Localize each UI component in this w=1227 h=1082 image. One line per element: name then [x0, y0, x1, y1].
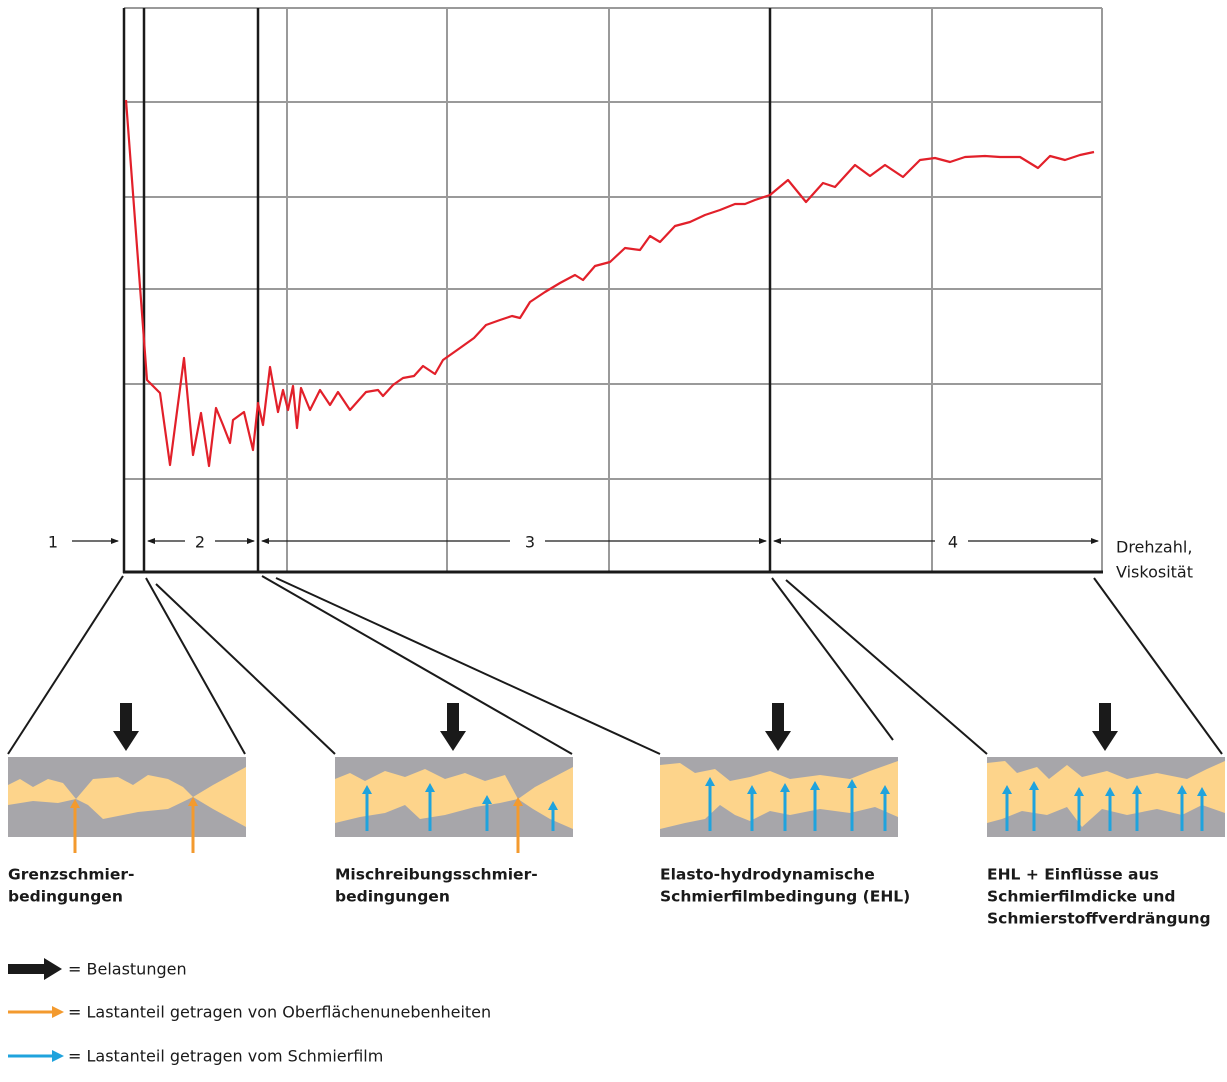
panel-caption: bedingungen [335, 888, 450, 906]
region-label: 4 [948, 533, 958, 552]
grid [124, 8, 1102, 572]
region-label: 1 [48, 533, 58, 552]
axis-label: Viskosität [1116, 563, 1193, 582]
legend: = Belastungen = Lastanteil getragen von … [8, 958, 491, 1066]
load-arrow [440, 703, 466, 751]
panel-caption: Grenzschmier- [8, 866, 134, 884]
connector-lines [8, 576, 1222, 754]
lubrication-panel [335, 703, 573, 853]
region-label: 2 [195, 533, 205, 552]
axis-label: Drehzahl, [1116, 538, 1192, 557]
legend-label: = Lastanteil getragen vom Schmierfilm [68, 1047, 383, 1066]
panel-caption: Schmierfilmdicke und [987, 888, 1176, 906]
diagram: 1 2 3 4 Drehzahl, Viskosität = Belastung… [0, 0, 1227, 1082]
panel-caption: bedingungen [8, 888, 123, 906]
region-borders [123, 8, 1103, 573]
lubrication-panel [987, 703, 1225, 837]
region-label: 3 [525, 533, 535, 552]
lubrication-panel [8, 703, 246, 853]
panel-caption: Mischreibungsschmier- [335, 866, 538, 884]
legend-label: = Lastanteil getragen von Oberflächenune… [68, 1003, 491, 1022]
panel-caption: EHL + Einflüsse aus [987, 866, 1159, 884]
panel-caption: Schmierstoffverdrängung [987, 910, 1211, 928]
panel-caption: Elasto-hydrodynamische [660, 866, 875, 884]
load-arrow [765, 703, 791, 751]
load-arrow [113, 703, 139, 751]
legend-label: = Belastungen [68, 960, 187, 979]
lubrication-panel [660, 703, 898, 837]
load-arrow [1092, 703, 1118, 751]
panel-caption: Schmierfilmbedingung (EHL) [660, 888, 910, 906]
